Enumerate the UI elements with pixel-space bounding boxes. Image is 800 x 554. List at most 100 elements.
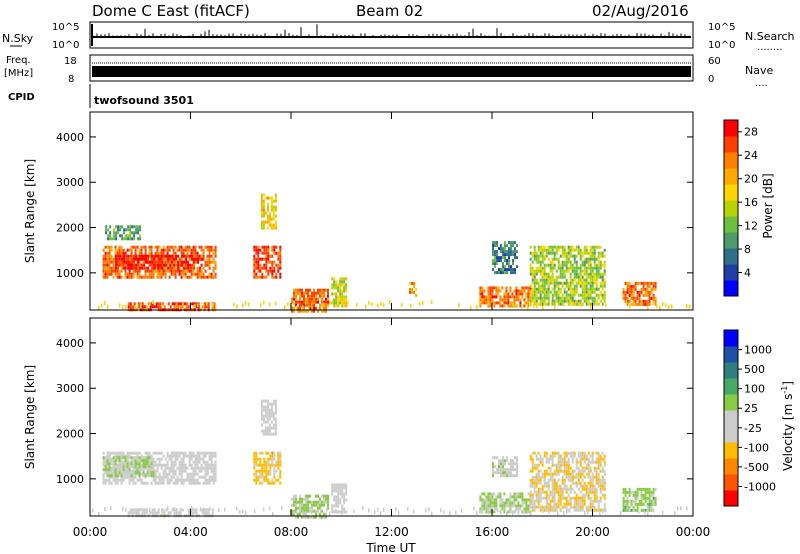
scatter-cell bbox=[573, 302, 576, 306]
ground-scatter-cell bbox=[596, 301, 598, 306]
scatter-cell bbox=[591, 281, 594, 285]
scatter-cell bbox=[502, 271, 504, 275]
scatter-cell bbox=[335, 280, 338, 284]
scatter-cell bbox=[319, 506, 321, 510]
scatter-cell bbox=[138, 478, 141, 482]
scatter-cell bbox=[569, 454, 572, 458]
scatter-cell bbox=[166, 248, 169, 252]
scatter-cell bbox=[531, 478, 534, 482]
scatter-cell bbox=[167, 260, 170, 264]
scatter-cell bbox=[132, 481, 135, 485]
scatter-cell bbox=[146, 471, 149, 475]
scatter-cell bbox=[129, 254, 132, 258]
scatter-cell bbox=[577, 245, 580, 249]
scatter-cell bbox=[162, 245, 165, 249]
scatter-cell bbox=[196, 478, 199, 482]
ground-scatter-cell bbox=[149, 301, 151, 306]
scatter-cell bbox=[549, 457, 552, 461]
x-tick-label: 00:00 bbox=[676, 525, 711, 539]
scatter-cell bbox=[644, 487, 647, 491]
scatter-cell bbox=[549, 466, 552, 470]
scatter-cell bbox=[343, 492, 346, 496]
scatter-cell bbox=[575, 266, 578, 270]
ground-scatter-cell bbox=[479, 300, 481, 305]
scatter-cell bbox=[129, 234, 132, 238]
scatter-cell bbox=[547, 460, 550, 464]
scatter-cell bbox=[521, 510, 524, 514]
scatter-cell bbox=[516, 459, 518, 463]
scatter-cell bbox=[343, 283, 346, 287]
scatter-cell bbox=[174, 454, 177, 458]
scatter-cell bbox=[150, 269, 153, 273]
scatter-cell bbox=[335, 504, 338, 508]
scatter-cell bbox=[509, 495, 512, 499]
scatter-cell bbox=[573, 287, 576, 291]
scatter-cell bbox=[565, 469, 568, 473]
scatter-cell bbox=[165, 254, 168, 258]
scatter-cell bbox=[593, 466, 596, 470]
scatter-cell bbox=[343, 280, 346, 284]
scatter-cell bbox=[575, 245, 578, 249]
scatter-cell bbox=[112, 468, 115, 472]
scatter-cell bbox=[563, 454, 566, 458]
scatter-cell bbox=[557, 505, 560, 509]
scatter-cell bbox=[146, 468, 149, 472]
scatter-cell bbox=[581, 508, 584, 512]
scatter-cell bbox=[210, 245, 213, 249]
scatter-cell bbox=[261, 275, 264, 279]
scatter-cell bbox=[188, 478, 191, 482]
scatter-cell bbox=[498, 247, 500, 251]
scatter-cell bbox=[533, 463, 536, 467]
scatter-cell bbox=[628, 281, 631, 285]
scatter-cell bbox=[545, 272, 548, 276]
scatter-cell bbox=[177, 511, 180, 515]
scatter-cell bbox=[279, 469, 282, 473]
scatter-cell bbox=[585, 290, 588, 294]
scatter-cell bbox=[569, 275, 572, 279]
scatter-cell bbox=[188, 481, 191, 485]
scatter-cell bbox=[557, 263, 560, 267]
scatter-cell bbox=[313, 515, 315, 519]
scatter-cell bbox=[259, 275, 262, 279]
scatter-cell bbox=[303, 306, 305, 310]
scatter-cell bbox=[191, 257, 194, 261]
scatter-cell bbox=[307, 297, 309, 301]
scatter-cell bbox=[132, 451, 135, 455]
scatter-cell bbox=[170, 475, 173, 479]
scatter-cell bbox=[200, 245, 203, 249]
scatter-cell bbox=[535, 490, 538, 494]
scatter-cell bbox=[535, 254, 538, 258]
scatter-cell bbox=[504, 459, 506, 463]
scatter-cell bbox=[587, 257, 590, 261]
scatter-cell bbox=[313, 297, 315, 301]
scatter-cell bbox=[180, 245, 183, 249]
scatter-cell bbox=[495, 295, 498, 299]
scatter-cell bbox=[140, 468, 143, 472]
scatter-cell bbox=[561, 251, 564, 255]
scatter-cell bbox=[603, 472, 606, 476]
scatter-cell bbox=[106, 272, 109, 276]
scatter-cell bbox=[114, 251, 117, 255]
scatter-cell bbox=[573, 257, 576, 261]
scatter-cell bbox=[527, 298, 530, 302]
scatter-cell bbox=[555, 257, 558, 261]
colorbar-tick-label: 16 bbox=[744, 196, 758, 209]
scatter-cell bbox=[551, 251, 554, 255]
scatter-cell bbox=[541, 290, 544, 294]
scatter-cell bbox=[210, 466, 213, 470]
scatter-cell bbox=[543, 281, 546, 285]
scatter-cell bbox=[189, 266, 192, 270]
scatter-cell bbox=[541, 472, 544, 476]
scatter-cell bbox=[525, 504, 528, 508]
scatter-cell bbox=[561, 293, 564, 297]
scatter-cell bbox=[194, 466, 197, 470]
scatter-cell bbox=[569, 263, 572, 267]
scatter-cell bbox=[502, 462, 504, 466]
scatter-cell bbox=[589, 257, 592, 261]
scatter-cell bbox=[114, 456, 117, 460]
scatter-cell bbox=[547, 278, 550, 282]
scatter-cell bbox=[274, 399, 277, 403]
scatter-cell bbox=[539, 284, 542, 288]
scatter-cell bbox=[179, 302, 182, 306]
scatter-cell bbox=[114, 478, 117, 482]
